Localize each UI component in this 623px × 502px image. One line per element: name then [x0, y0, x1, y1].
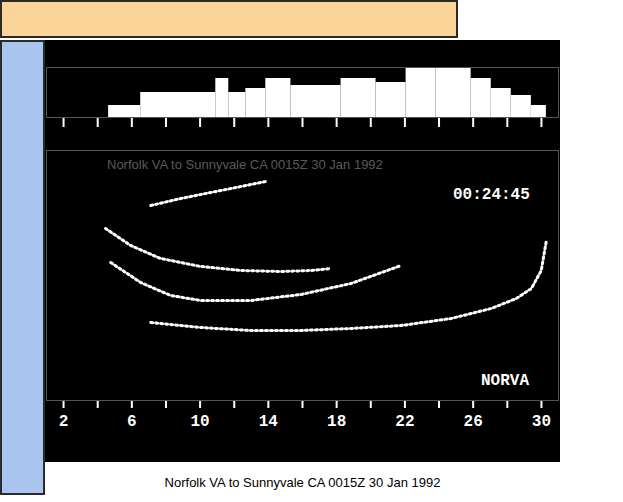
html-text:Norfolk VA to Sunnyvale CA 001: Norfolk VA to Sunnyvale CA 0015Z 30 Jan … [107, 157, 383, 172]
svg-text:26: 26 [464, 413, 483, 431]
svg-text:14: 14 [259, 413, 279, 431]
svg-text:6: 6 [127, 413, 137, 431]
svg-text:30: 30 [532, 413, 551, 431]
svg-text:2: 2 [59, 413, 69, 431]
html-text:00:24:45: 00:24:45 [453, 186, 530, 204]
html-text:Norfolk VA to Sunnyvale CA 001: Norfolk VA to Sunnyvale CA 0015Z 30 Jan … [164, 475, 441, 490]
svg-text:22: 22 [395, 413, 414, 431]
svg-text:10: 10 [190, 413, 209, 431]
html-text:NORVA: NORVA [481, 372, 529, 390]
svg-text:18: 18 [327, 413, 346, 431]
